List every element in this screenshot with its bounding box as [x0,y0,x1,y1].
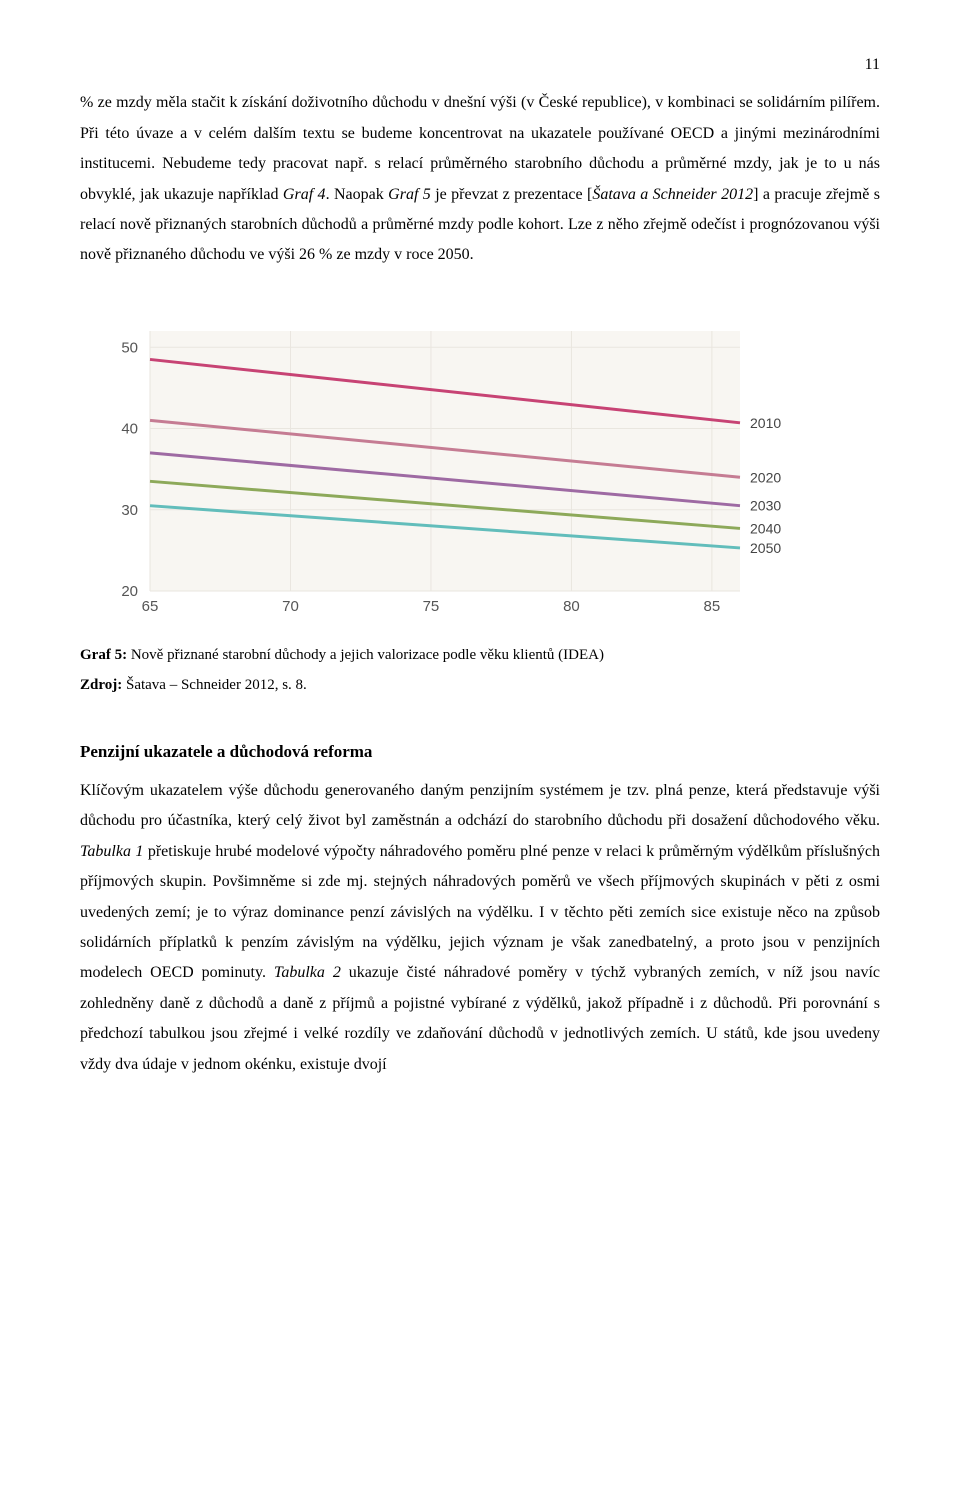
caption-text: Nově přiznané starobní důchody a jejich … [127,647,604,663]
svg-text:50: 50 [121,339,138,356]
para2-text2: přetiskuje hrubé modelové výpočty náhrad… [80,843,880,982]
source-text: Šatava – Schneider 2012, s. 8. [122,677,307,693]
svg-text:2040: 2040 [750,520,781,536]
para1-italic1: Graf 4 [283,186,326,203]
caption-label: Graf 5: [80,647,127,663]
svg-text:2050: 2050 [750,540,781,556]
chart-graf5: 20304050657075808520102020203020402050 [80,301,880,631]
para1-italic2: Graf 5 [388,186,431,203]
chart-area: 20304050657075808520102020203020402050 [100,321,820,621]
svg-text:70: 70 [282,598,299,615]
page-number: 11 [80,50,880,80]
source-label: Zdroj: [80,677,122,693]
para1-text2: . Naopak [326,186,389,203]
para2-italic2: Tabulka 2 [274,964,341,981]
svg-text:30: 30 [121,501,138,518]
chart-source: Zdroj: Šatava – Schneider 2012, s. 8. [80,671,880,700]
para2-text1: Klíčovým ukazatelem výše důchodu generov… [80,782,880,829]
chart-svg: 20304050657075808520102020203020402050 [100,321,820,621]
para1-text3: je převzat z prezentace [ [431,186,593,203]
chart-caption: Graf 5: Nově přiznané starobní důchody a… [80,641,880,670]
paragraph-1: % ze mzdy měla stačit k získání doživotn… [80,88,880,270]
para1-italic3: Šatava a Schneider 2012 [592,186,753,203]
svg-text:2030: 2030 [750,497,781,513]
svg-text:75: 75 [423,598,440,615]
para2-italic1: Tabulka 1 [80,843,143,860]
svg-text:40: 40 [121,420,138,437]
svg-text:85: 85 [704,598,721,615]
svg-text:2010: 2010 [750,415,781,431]
svg-text:20: 20 [121,583,138,600]
paragraph-2: Klíčovým ukazatelem výše důchodu generov… [80,776,880,1080]
section-heading: Penzijní ukazatele a důchodová reforma [80,736,880,768]
svg-text:65: 65 [142,598,159,615]
svg-text:80: 80 [563,598,580,615]
svg-text:2020: 2020 [750,469,781,485]
